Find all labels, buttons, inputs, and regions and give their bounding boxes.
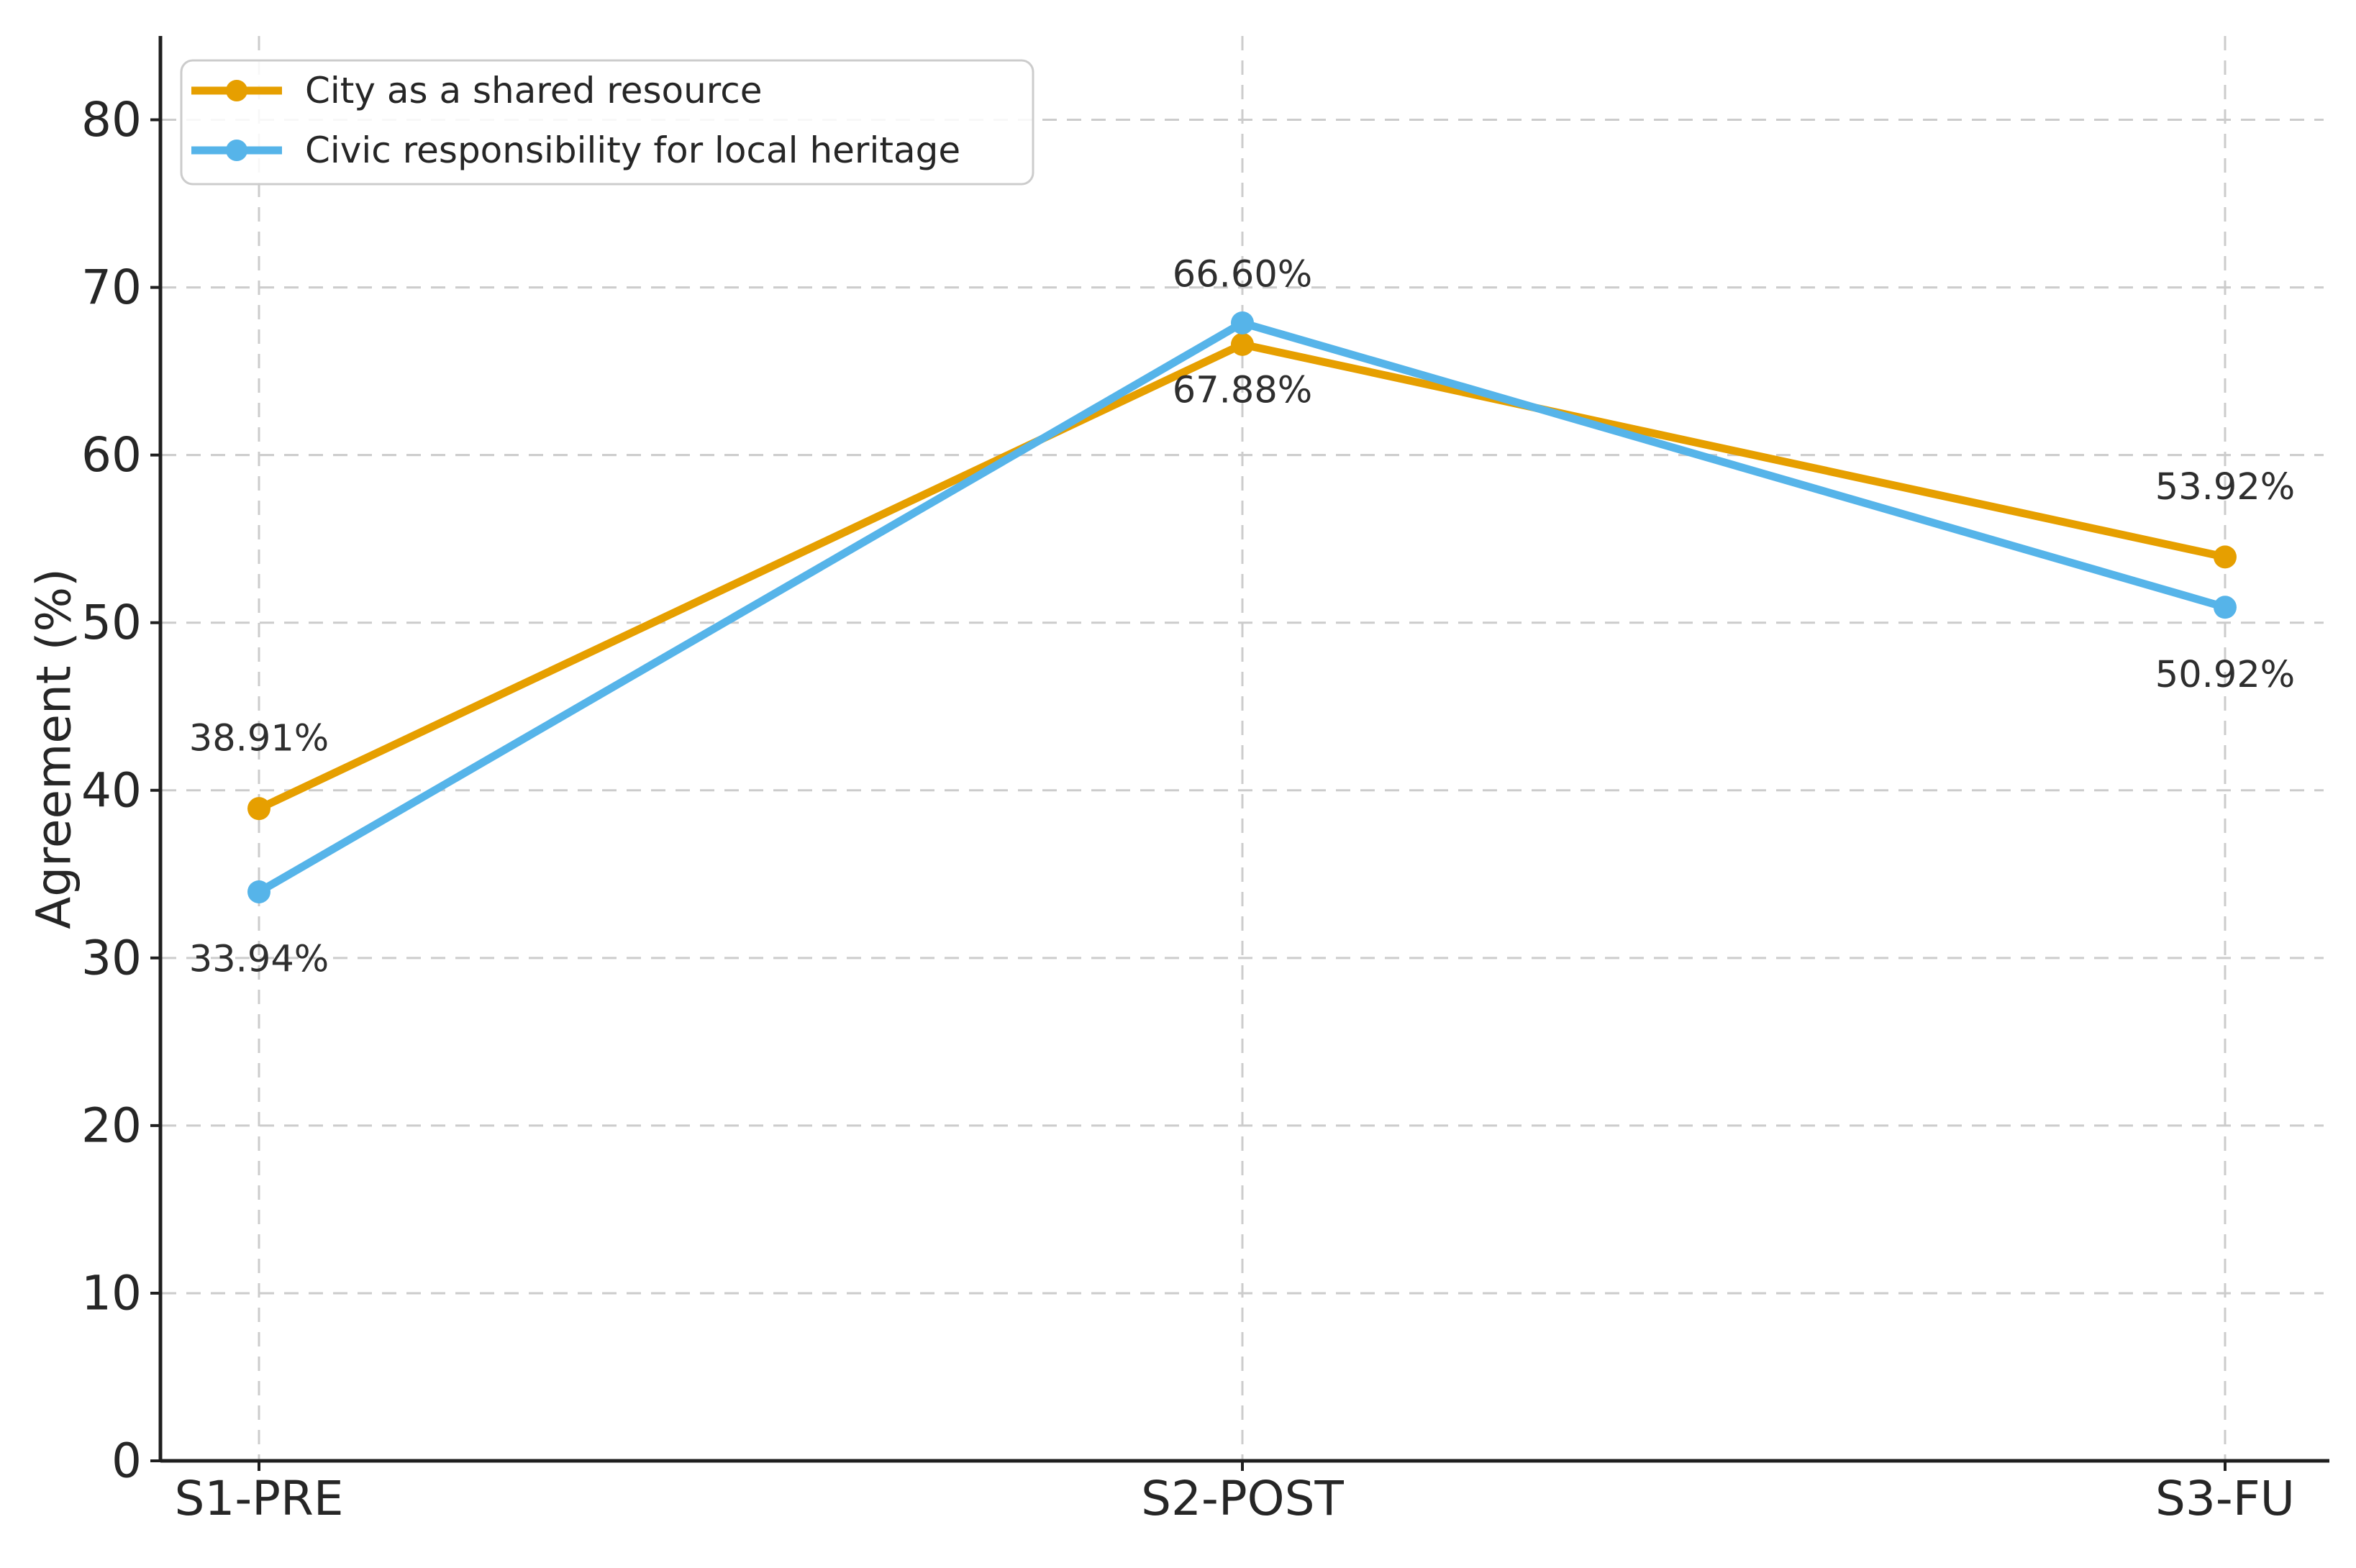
data-label: 53.92% [2155,466,2295,509]
legend-swatch-marker [226,140,247,161]
y-tick-label: 60 [81,427,142,483]
data-label-layer: 38.91% 66.60% 53.92% 33.94% 67.88% 50.92% [189,253,2295,980]
grid-layer [162,36,2324,1462]
legend-label: Civic responsibility for local heritage [305,129,960,171]
legend: City as a shared resource Civic responsi… [180,59,1034,186]
tick-layer: 0 10 20 30 40 50 60 70 80 S1-PRE S2-POST S3-FU [81,92,2295,1526]
x-tick-label: S3-FU [2155,1471,2295,1526]
data-point-marker [1231,332,1254,356]
data-label: 38.91% [189,718,329,760]
y-tick-label: 20 [81,1098,142,1153]
data-label: 67.88% [1173,369,1312,411]
legend-item: City as a shared resource [191,70,763,111]
y-axis-label: Agreement (%) [27,568,82,929]
legend-label: City as a shared resource [305,70,763,111]
axes-layer [158,36,2329,1463]
y-tick-label: 80 [81,92,142,147]
legend-swatch-marker [226,80,247,101]
y-tick-label: 30 [81,930,142,985]
y-tick-label: 40 [81,762,142,818]
data-label: 50.92% [2155,654,2295,696]
y-tick-label: 10 [81,1265,142,1321]
data-label: 33.94% [189,938,329,980]
y-tick-label: 50 [81,595,142,650]
x-tick-label: S1-PRE [174,1471,343,1526]
y-tick-label: 70 [81,260,142,315]
series-layer [247,311,2237,903]
data-point-marker [2214,596,2237,619]
legend-item: Civic responsibility for local heritage [191,129,960,171]
data-label: 66.60% [1173,253,1312,296]
data-point-marker [247,880,270,903]
legend-box [180,59,1034,186]
y-tick-label: 0 [112,1433,142,1489]
data-point-marker [1231,311,1254,334]
data-point-marker [247,797,270,821]
x-tick-label: S2-POST [1141,1471,1344,1526]
data-point-marker [2214,545,2237,569]
